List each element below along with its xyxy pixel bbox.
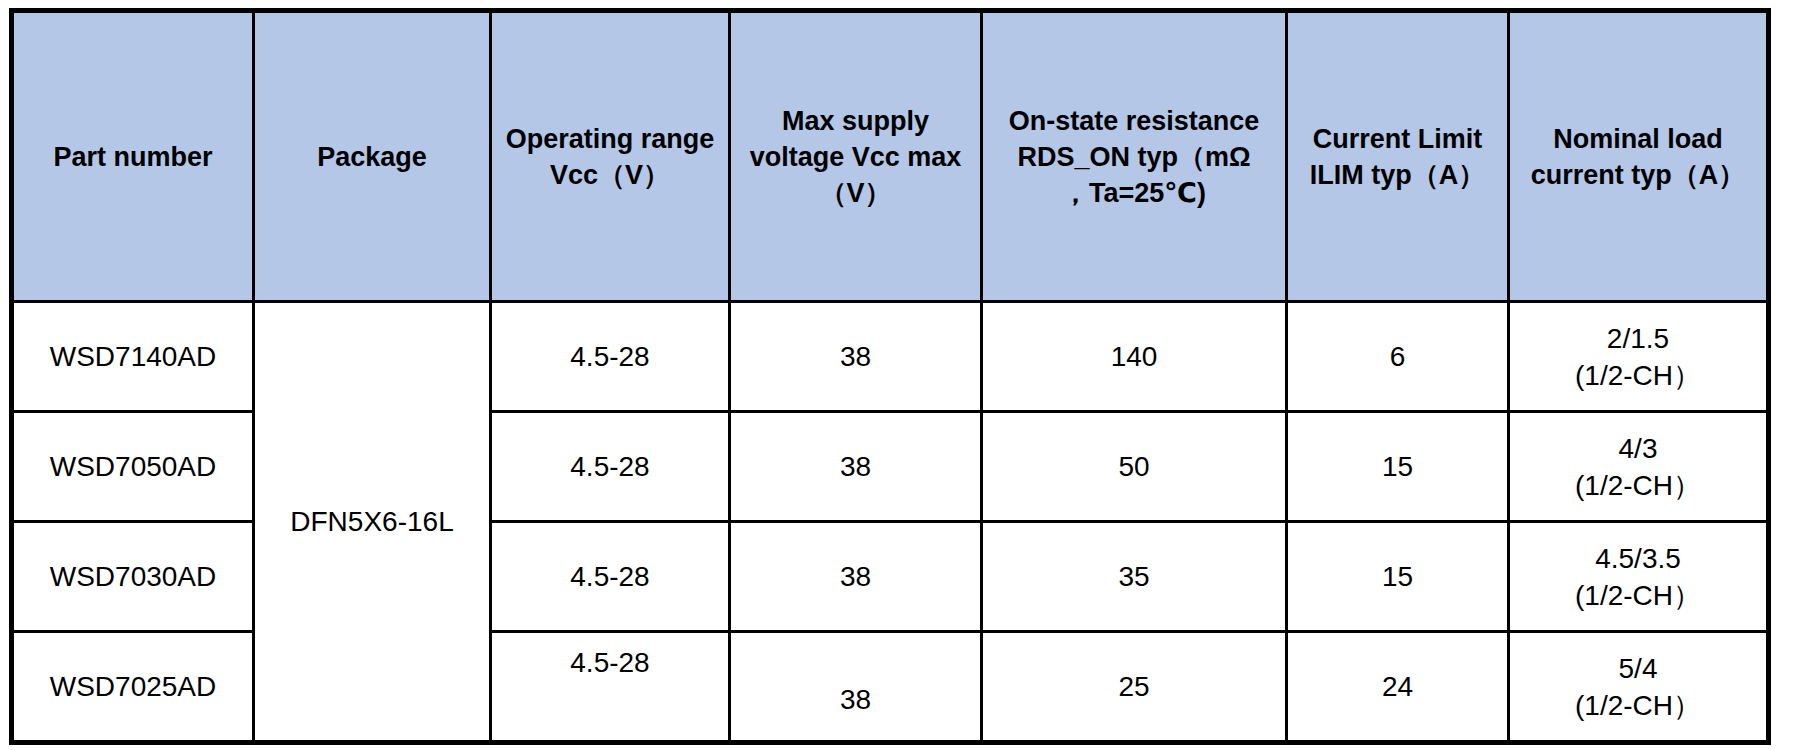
vcc-range-cell: 4.5-28 [491, 412, 730, 522]
vcc-max-cell: 38 [730, 522, 982, 632]
col-header-package: Package [254, 11, 491, 302]
part-number-cell: WSD7030AD [12, 522, 254, 632]
header-line: voltage Vcc max [731, 139, 980, 175]
load-value: 4.5/3.5 [1510, 540, 1766, 577]
header-line: Package [255, 139, 489, 175]
parts-spec-table: Part number Package Operating range Vcc（… [9, 8, 1771, 745]
load-channels: (1/2-CH） [1510, 357, 1766, 394]
ilim-cell: 15 [1287, 412, 1509, 522]
col-header-current-limit: Current Limit ILIM typ（A） [1287, 11, 1509, 302]
vcc-max-cell: 38 [730, 302, 982, 412]
rds-on-cell: 140 [982, 302, 1287, 412]
ilim-cell: 6 [1287, 302, 1509, 412]
vcc-range-cell: 4.5-28 [491, 632, 730, 743]
header-line: Vcc（V） [492, 157, 728, 193]
rds-on-cell: 25 [982, 632, 1287, 743]
col-header-nominal-load-current: Nominal load current typ（A） [1509, 11, 1769, 302]
nominal-load-cell: 4/3 (1/2-CH） [1509, 412, 1769, 522]
nominal-load-cell: 5/4 (1/2-CH） [1509, 632, 1769, 743]
col-header-max-supply-voltage: Max supply voltage Vcc max （V） [730, 11, 982, 302]
ilim-cell: 24 [1287, 632, 1509, 743]
nominal-load-cell: 2/1.5 (1/2-CH） [1509, 302, 1769, 412]
vcc-max-value: 38 [731, 656, 980, 718]
vcc-range-value: 4.5-28 [492, 633, 728, 681]
header-line: RDS_ON typ（mΩ [983, 139, 1285, 175]
col-header-part-number: Part number [12, 11, 254, 302]
part-number-cell: WSD7140AD [12, 302, 254, 412]
table-row: WSD7140AD DFN5X6-16L 4.5-28 38 140 6 2/1… [12, 302, 1769, 412]
rds-on-cell: 50 [982, 412, 1287, 522]
part-number-cell: WSD7050AD [12, 412, 254, 522]
vcc-max-cell: 38 [730, 412, 982, 522]
col-header-on-state-resistance: On-state resistance RDS_ON typ（mΩ ，Ta=25… [982, 11, 1287, 302]
vcc-range-cell: 4.5-28 [491, 302, 730, 412]
table-header-row: Part number Package Operating range Vcc（… [12, 11, 1769, 302]
header-line: Part number [14, 139, 252, 175]
part-number-cell: WSD7025AD [12, 632, 254, 743]
ilim-cell: 15 [1287, 522, 1509, 632]
load-value: 2/1.5 [1510, 320, 1766, 357]
header-line: ILIM typ（A） [1288, 157, 1507, 193]
vcc-max-cell: 38 [730, 632, 982, 743]
header-line: Current Limit [1288, 121, 1507, 157]
header-line: Operating range [492, 121, 728, 157]
load-channels: (1/2-CH） [1510, 467, 1766, 504]
header-line: current typ（A） [1510, 157, 1766, 193]
col-header-operating-range: Operating range Vcc（V） [491, 11, 730, 302]
nominal-load-cell: 4.5/3.5 (1/2-CH） [1509, 522, 1769, 632]
load-value: 5/4 [1510, 650, 1766, 687]
vcc-range-cell: 4.5-28 [491, 522, 730, 632]
load-channels: (1/2-CH） [1510, 687, 1766, 724]
header-line: ，Ta=25℃) [983, 175, 1285, 211]
header-line: Nominal load [1510, 121, 1766, 157]
load-channels: (1/2-CH） [1510, 577, 1766, 614]
header-line: （V） [731, 175, 980, 211]
rds-on-cell: 35 [982, 522, 1287, 632]
load-value: 4/3 [1510, 430, 1766, 467]
package-cell-merged: DFN5X6-16L [254, 302, 491, 743]
header-line: Max supply [731, 103, 980, 139]
header-line: On-state resistance [983, 103, 1285, 139]
